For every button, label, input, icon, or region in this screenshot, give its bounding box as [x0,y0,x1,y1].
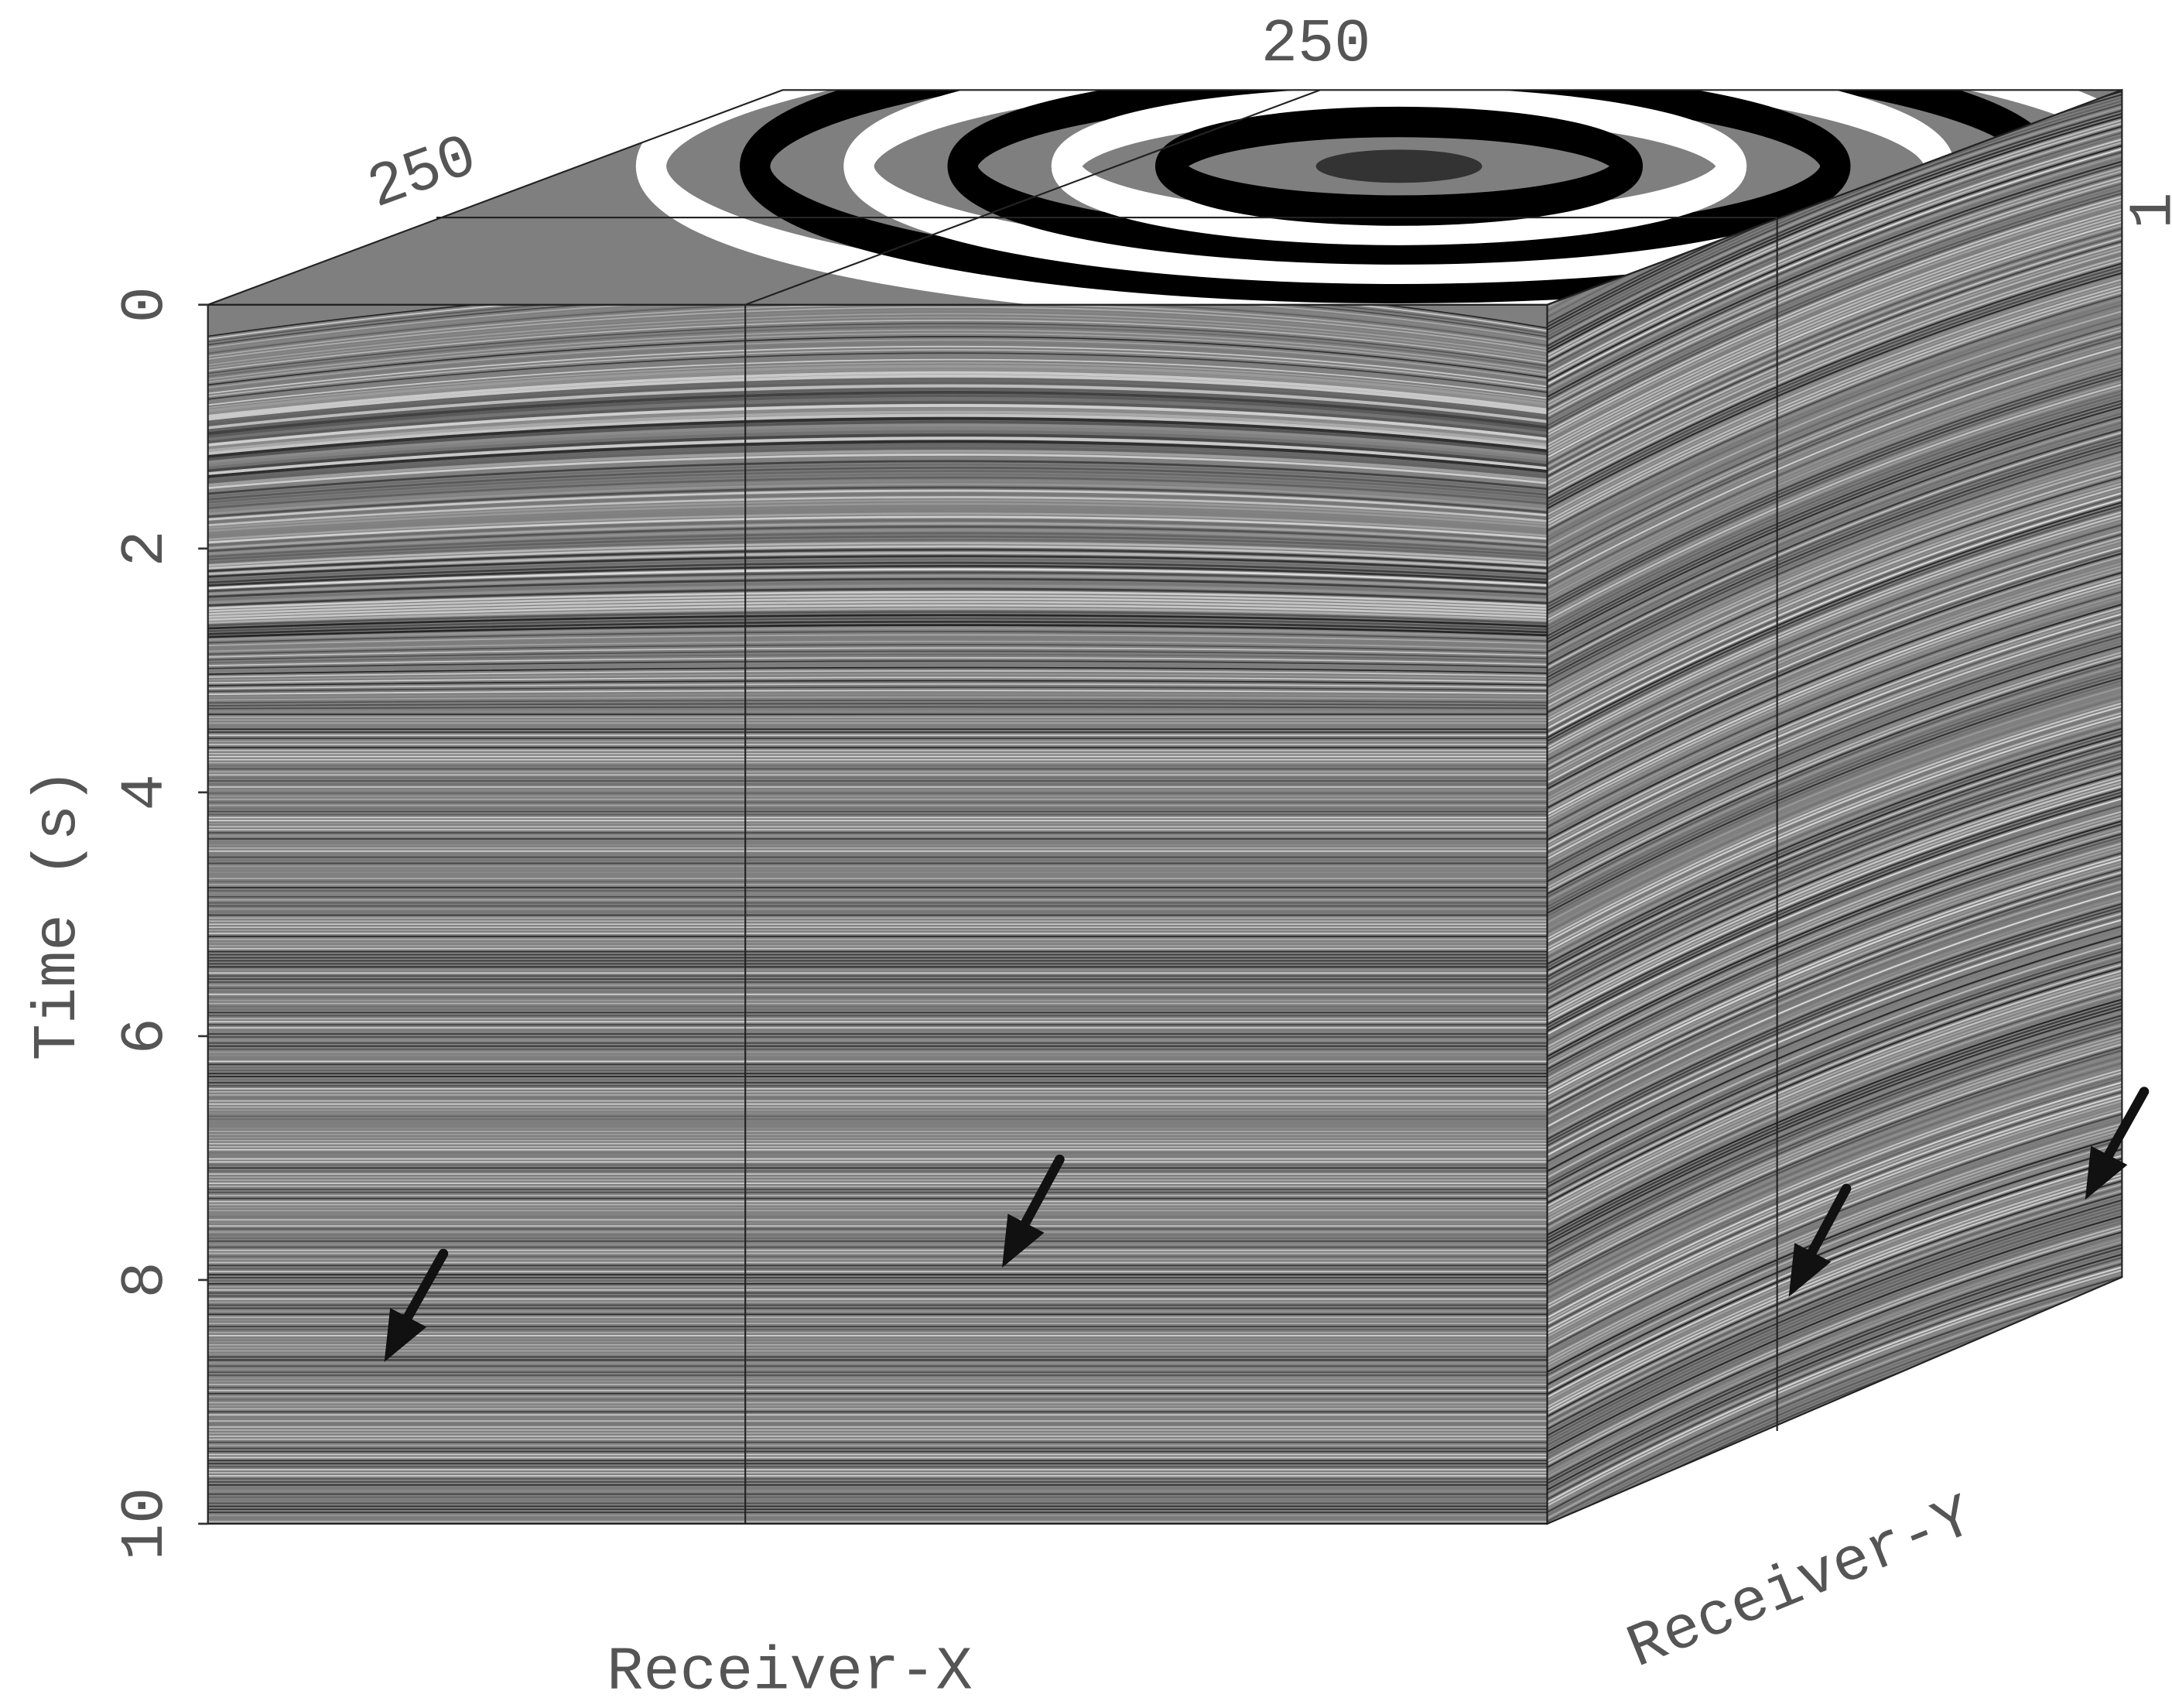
slice-label: 1 [2119,192,2172,228]
y-tick-label: 0 [111,286,180,323]
y-axis-label: Time (s) [23,768,93,1060]
y-tick-label: 4 [111,774,180,810]
slice-label: 250 [1261,9,1371,79]
y-tick-label: 10 [111,1487,180,1561]
y-tick-label: 2 [111,530,180,566]
right-face [1548,28,2122,1708]
y-tick-label: 8 [111,1261,180,1298]
texture [1316,149,1483,183]
chart: Time (s) Receiver-X Receiver-Y 250 250 1… [0,0,2172,1708]
x-axis-label: Receiver-X [607,1637,973,1706]
y-tick-label: 6 [111,1018,180,1054]
z-axis-label: Receiver-Y [1618,1482,1983,1683]
page: {"chart_data": {"type": "cube", "ylabel"… [0,0,2172,1708]
